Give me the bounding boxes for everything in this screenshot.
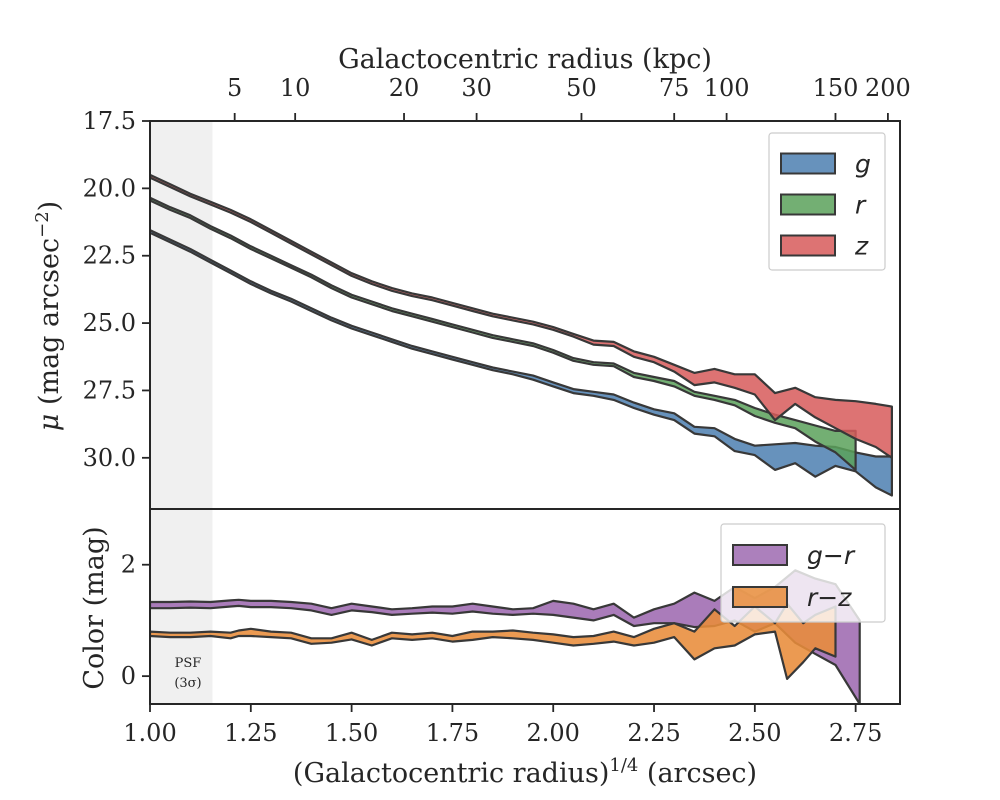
top-ytick-label: 25.0 bbox=[83, 309, 136, 337]
x-title-unit: (arcsec) bbox=[638, 758, 757, 789]
bottom-xtick-label: 1.50 bbox=[325, 719, 378, 747]
bottom-xtick-label: 1.25 bbox=[224, 719, 277, 747]
top-xtick-label: 150 bbox=[813, 74, 859, 102]
top-xtick-label: 30 bbox=[461, 74, 492, 102]
top-xtick-label: 50 bbox=[566, 74, 597, 102]
top-y-axis: 17.5 20.0 22.5 25.0 27.5 30.0 bbox=[83, 107, 150, 472]
x-title-sup: 1/4 bbox=[609, 755, 638, 776]
top-xtick-label: 200 bbox=[865, 74, 911, 102]
legend-label: g−r bbox=[807, 541, 856, 570]
bottom-y-axis: 02 bbox=[121, 551, 150, 690]
y-unit-post: ) bbox=[34, 201, 65, 212]
mu-symbol: μ bbox=[34, 414, 65, 432]
surface-brightness-series bbox=[150, 173, 893, 497]
series-band-z bbox=[150, 173, 893, 459]
top-ytick-label: 17.5 bbox=[83, 107, 136, 135]
legend-label: r bbox=[855, 191, 867, 220]
top-xtick-label: 75 bbox=[659, 74, 690, 102]
psf-shaded-region bbox=[150, 121, 213, 509]
legend-swatch bbox=[780, 193, 836, 216]
top-ytick-label: 27.5 bbox=[83, 376, 136, 404]
top-xtick-label: 5 bbox=[227, 74, 242, 102]
bottom-xtick-label: 2.50 bbox=[728, 719, 781, 747]
y-unit-sup: −2 bbox=[32, 211, 53, 238]
bottom-x-axis-title: (Galactocentric radius)1/4 (arcsec) bbox=[293, 755, 757, 789]
top-legend: grz bbox=[768, 132, 886, 271]
psf-annotation-line1: PSF bbox=[175, 656, 202, 671]
top-xtick-label: 100 bbox=[704, 74, 750, 102]
bottom-ytick-label: 0 bbox=[121, 662, 136, 690]
y-unit-pre: (mag arcsec bbox=[34, 238, 65, 414]
psf-annotation-line2: (3σ) bbox=[174, 676, 201, 691]
x-title-base: (Galactocentric radius) bbox=[293, 758, 609, 789]
bottom-axes-frame bbox=[149, 508, 901, 705]
series-band-r bbox=[150, 196, 857, 471]
legend-swatch bbox=[732, 544, 788, 566]
bottom-xtick-label: 2.00 bbox=[527, 719, 580, 747]
top-ytick-label: 22.5 bbox=[83, 242, 136, 270]
top-xtick-label: 20 bbox=[389, 74, 420, 102]
top-ytick-label: 20.0 bbox=[83, 174, 136, 202]
bottom-xtick-label: 1.75 bbox=[426, 719, 479, 747]
legend-swatch bbox=[780, 152, 836, 175]
top-ytick-label: 30.0 bbox=[83, 444, 136, 472]
bottom-legend: g−r r−z bbox=[720, 523, 886, 623]
legend-label: z bbox=[854, 232, 869, 261]
top-y-axis-title: μ (mag arcsec−2) bbox=[32, 201, 65, 431]
legend-label: g bbox=[855, 150, 871, 179]
top-xtick-label: 10 bbox=[280, 74, 311, 102]
color-panel: 02 1.00 1.25 1.50 1.75 2.00 2.25 2.50 2.75 PSF … bbox=[79, 508, 901, 789]
bottom-y-axis-title: Color (mag) bbox=[79, 526, 110, 689]
legend-swatch bbox=[732, 586, 788, 608]
bottom-xtick-label: 1.00 bbox=[123, 719, 176, 747]
surface-brightness-panel: 17.5 20.0 22.5 25.0 27.5 30.0 5 10 20 30 50 75 100 1… bbox=[32, 44, 911, 510]
bottom-xtick-label: 2.25 bbox=[627, 719, 680, 747]
top-secondary-x-axis: 5 10 20 30 50 75 100 150 200 bbox=[227, 74, 911, 121]
top-x-axis-title: Galactocentric radius (kpc) bbox=[338, 44, 712, 75]
bottom-xtick-label: 2.75 bbox=[829, 719, 882, 747]
series-band-g bbox=[150, 229, 893, 497]
legend-label: r−z bbox=[807, 583, 852, 612]
bottom-ytick-label: 2 bbox=[121, 551, 136, 579]
bottom-x-axis: 1.00 1.25 1.50 1.75 2.00 2.25 2.50 2.75 bbox=[123, 704, 882, 747]
legend-swatch bbox=[780, 234, 836, 257]
psf-shade-top bbox=[150, 121, 213, 509]
